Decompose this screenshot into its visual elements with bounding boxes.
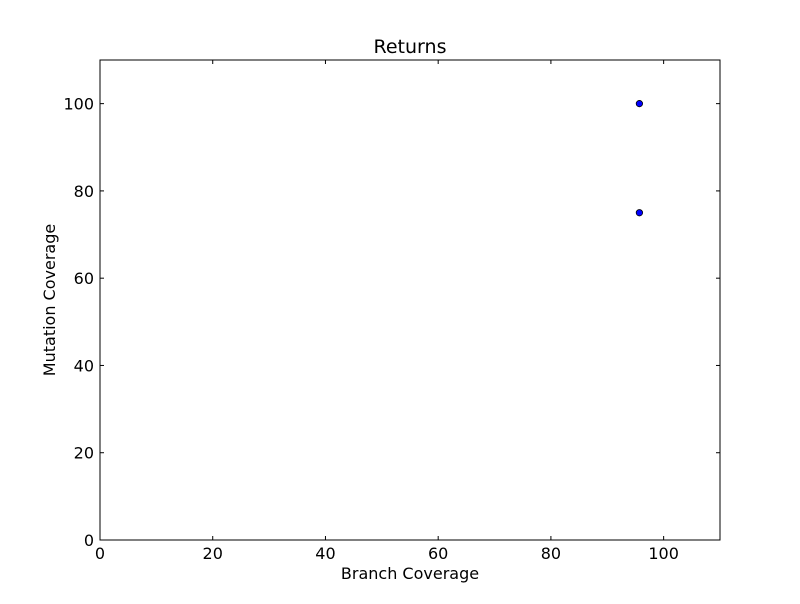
y-tick-label: 60	[74, 269, 94, 288]
y-axis-label: Mutation Coverage	[40, 224, 59, 376]
x-tick-label: 0	[95, 544, 105, 563]
points-layer	[635, 100, 644, 217]
scatter-point	[635, 100, 644, 108]
x-tick-label: 20	[203, 544, 223, 563]
x-tick-label: 100	[648, 544, 679, 563]
x-tick-label: 80	[541, 544, 561, 563]
ticks-layer: 0 20 40 60 80 100 0 20 40 60 80 100	[63, 60, 720, 563]
chart-title: Returns	[374, 36, 447, 58]
y-tick-label: 40	[74, 356, 94, 375]
plot-frame	[99, 59, 721, 541]
y-tick-label: 0	[84, 531, 94, 550]
scatter-point	[635, 209, 644, 217]
y-tick-label: 20	[74, 444, 94, 463]
x-tick-label: 60	[428, 544, 448, 563]
y-tick-label: 80	[74, 182, 94, 201]
x-tick-label: 40	[315, 544, 335, 563]
x-axis-label: Branch Coverage	[341, 564, 479, 583]
y-tick-label: 100	[63, 95, 94, 114]
